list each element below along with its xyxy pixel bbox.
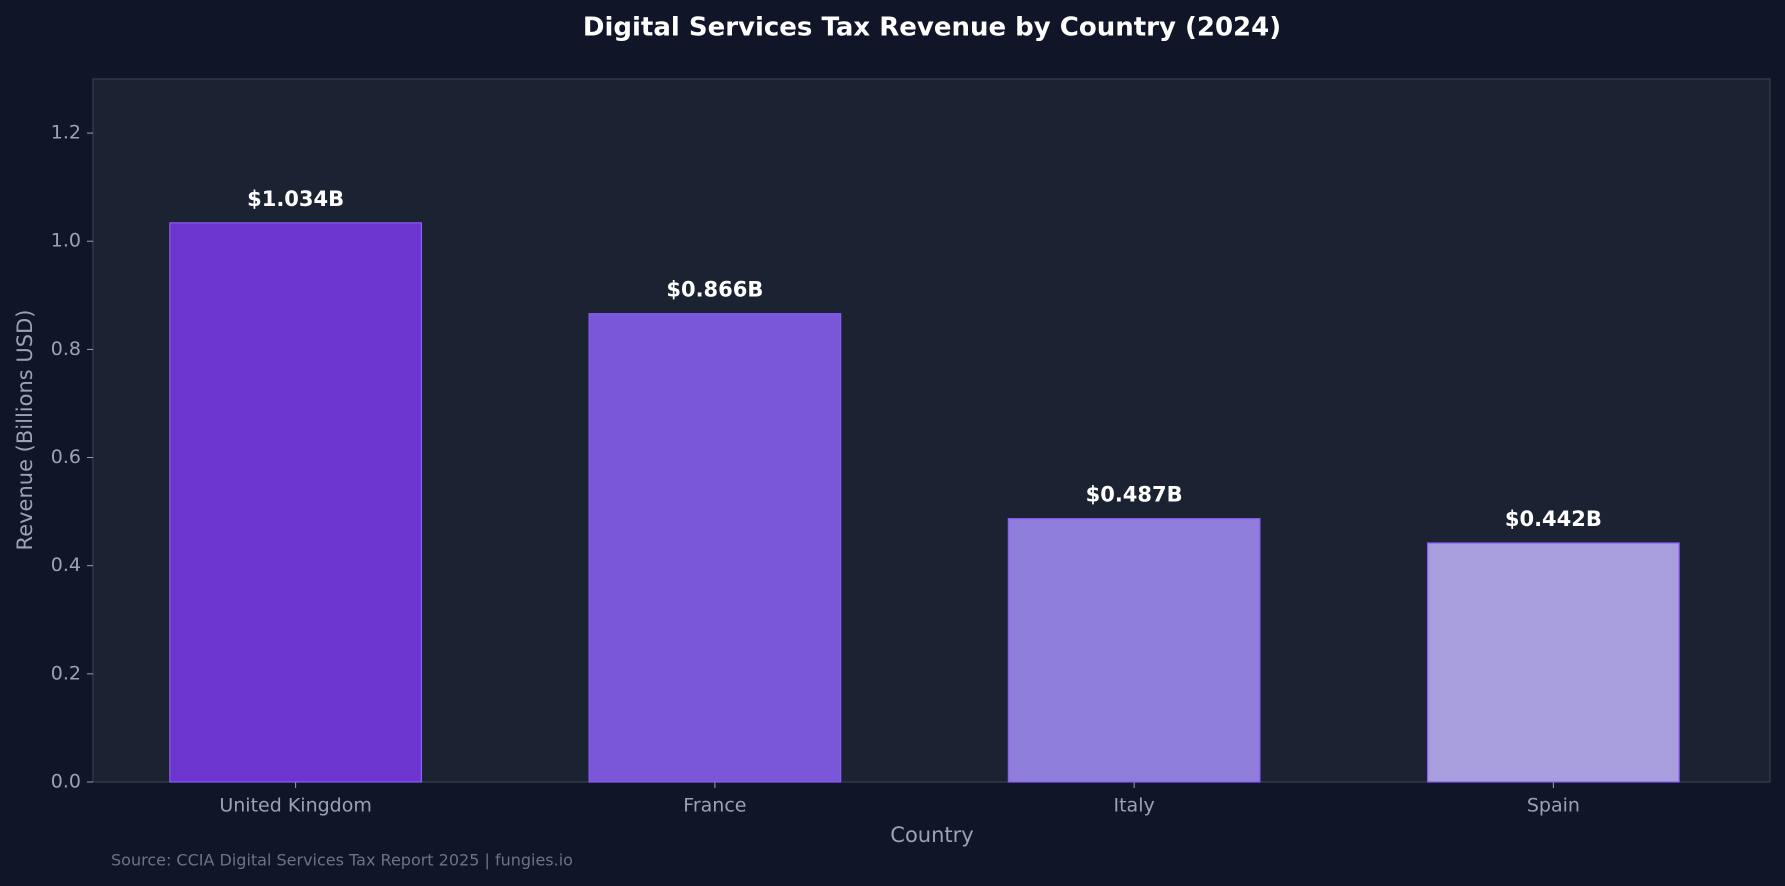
y-tick-label: 1.0 [51,230,81,252]
y-axis-label: Revenue (Billions USD) [13,310,37,551]
value-label: $0.866B [666,278,763,302]
x-tick-label: Spain [1527,795,1580,817]
y-tick-label: 1.2 [51,122,81,144]
value-label: $0.442B [1505,507,1602,531]
value-label: $1.034B [247,187,344,211]
x-tick-label: France [683,795,746,817]
x-axis-label: Country [890,823,973,847]
bar [1426,542,1680,783]
value-label: $0.487B [1086,483,1183,507]
y-tick-label: 0.6 [51,446,81,468]
y-tick-label: 0.4 [51,554,81,576]
bar [169,222,423,783]
chart-title: Digital Services Tax Revenue by Country … [583,13,1281,43]
y-tick-label: 0.0 [51,771,81,793]
x-tick-label: United Kingdom [219,795,372,817]
source-note: Source: CCIA Digital Services Tax Report… [111,851,573,870]
y-tick-label: 0.8 [51,338,81,360]
y-tick-label: 0.2 [51,662,81,684]
x-tick-label: Italy [1114,795,1155,817]
bar [1007,518,1261,783]
bar [588,313,842,783]
